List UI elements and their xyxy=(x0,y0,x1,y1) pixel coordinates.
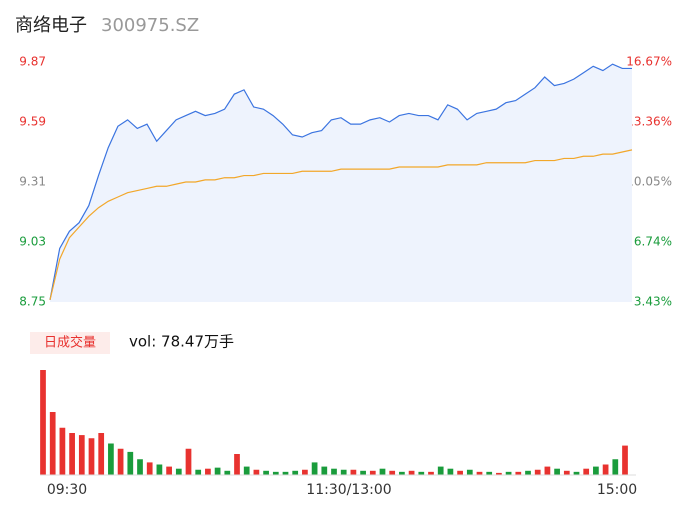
volume-badge xyxy=(30,332,110,354)
volume-bar xyxy=(563,470,570,475)
volume-bar xyxy=(622,445,628,475)
volume-bar xyxy=(195,469,202,475)
volume-bar xyxy=(360,470,366,475)
y-tick-label: 9.59 xyxy=(19,115,46,129)
stock-name: 商络电子 xyxy=(15,15,87,36)
volume-bar xyxy=(282,471,289,475)
volume-bar xyxy=(457,470,463,475)
volume-bar xyxy=(340,469,347,475)
volume-bar xyxy=(428,471,434,475)
volume-bar xyxy=(243,466,250,475)
price-line xyxy=(49,63,632,300)
volume-bar xyxy=(379,468,386,475)
price-area xyxy=(50,64,632,303)
volume-bar xyxy=(486,471,493,475)
volume-bar xyxy=(49,412,56,475)
volume-bar xyxy=(418,471,425,475)
volume-bar xyxy=(78,435,85,475)
volume-bar xyxy=(40,370,46,475)
volume-bar xyxy=(146,462,153,475)
volume-bar xyxy=(311,462,318,475)
volume-bar xyxy=(175,468,182,475)
volume-bar xyxy=(447,468,454,475)
volume-bar xyxy=(137,459,143,475)
volume-bar xyxy=(205,468,211,475)
volume-bar xyxy=(69,433,75,475)
volume-bar xyxy=(350,469,357,475)
volume-bar xyxy=(573,471,580,475)
volume-bar xyxy=(399,471,405,475)
volume-bar xyxy=(127,451,134,475)
volume-bar xyxy=(224,470,231,475)
volume-bar xyxy=(496,472,502,475)
y-tick-label: 9.87 xyxy=(19,55,46,69)
volume-bar xyxy=(534,469,541,475)
volume-bar xyxy=(302,469,308,475)
volume-bar xyxy=(369,470,376,475)
x-tick-label: 11:30/13:00 xyxy=(306,482,391,498)
volume-bar xyxy=(263,470,269,475)
volume-bar xyxy=(602,464,609,475)
volume-bar xyxy=(554,468,560,475)
volume-bar xyxy=(185,448,192,475)
volume-bar xyxy=(612,459,619,475)
volume-bar xyxy=(515,471,522,475)
y-tick-label: 8.75 xyxy=(19,295,46,309)
stock-code: 300975.SZ xyxy=(101,15,199,36)
volume-bar xyxy=(408,470,415,475)
volume-bar xyxy=(156,464,163,475)
average-line xyxy=(49,149,633,300)
volume-bar xyxy=(59,427,66,475)
volume-bar xyxy=(389,470,396,475)
volume-bar xyxy=(505,471,512,475)
y2-tick-label: 6.74% xyxy=(634,235,672,249)
volume-bar xyxy=(321,466,328,475)
volume-bar xyxy=(253,469,260,475)
volume-bar xyxy=(437,466,444,475)
volume-bar xyxy=(166,466,172,475)
volume-summary: vol: 78.47万手 xyxy=(129,333,234,351)
volume-label: 日成交量 xyxy=(44,335,96,351)
y2-tick-label: 16.67% xyxy=(626,55,672,69)
volume-bar xyxy=(544,466,551,475)
volume-bar xyxy=(476,471,483,475)
volume-bar xyxy=(117,448,124,475)
volume-bar xyxy=(98,433,105,475)
volume-bar xyxy=(525,470,531,475)
volume-bar xyxy=(108,443,114,475)
volume-bar xyxy=(88,438,95,475)
volume-bar xyxy=(214,467,221,475)
y2-tick-label: 13.36% xyxy=(626,115,672,129)
x-tick-label: 09:30 xyxy=(47,482,87,498)
volume-bar xyxy=(583,468,590,475)
volume-bar xyxy=(331,468,337,475)
volume-bar xyxy=(292,470,299,475)
y2-tick-label: 3.43% xyxy=(634,295,672,309)
x-tick-label: 15:00 xyxy=(597,482,637,498)
volume-bar xyxy=(234,454,240,475)
y2-tick-label: 10.05% xyxy=(626,175,672,189)
y-tick-label: 9.31 xyxy=(19,175,46,189)
y-tick-label: 9.03 xyxy=(19,235,46,249)
volume-bar xyxy=(466,469,473,475)
volume-bar xyxy=(593,466,599,475)
volume-bar xyxy=(272,471,279,475)
